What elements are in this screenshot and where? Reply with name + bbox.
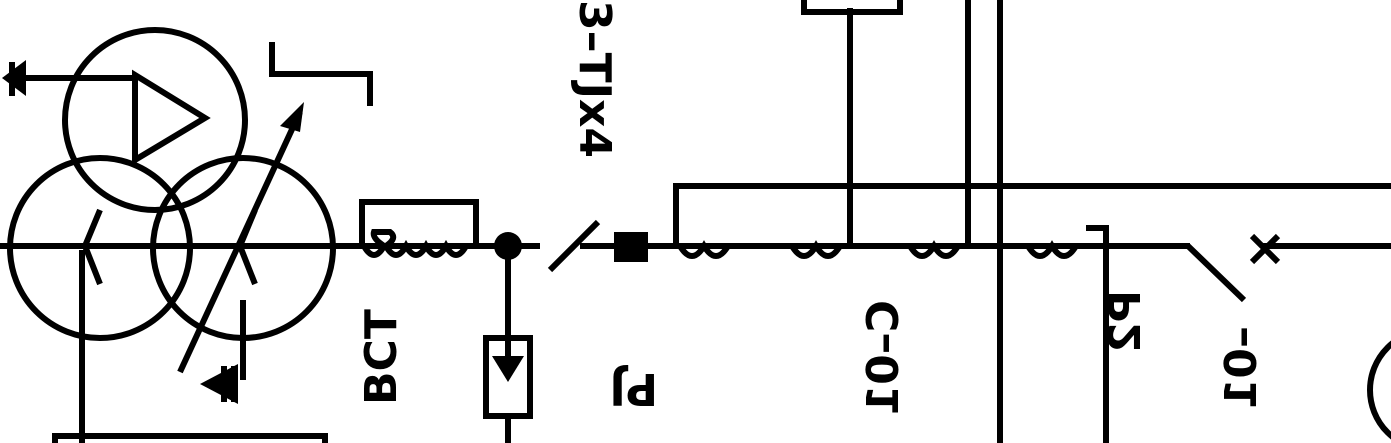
tap-changer-arrowhead — [280, 102, 304, 132]
delta-symbol — [132, 69, 211, 166]
label-ol: –01 — [1216, 326, 1267, 409]
breaker-x-icon — [1249, 233, 1281, 265]
bct-coils — [361, 229, 469, 258]
label-pj: PJ — [609, 363, 658, 414]
disconnect-slash — [547, 219, 601, 273]
step-bracket — [269, 42, 373, 106]
transformer-winding-left — [7, 155, 193, 341]
lower-frame — [52, 433, 328, 443]
star-symbol-left — [40, 208, 103, 286]
partial-circle — [1367, 340, 1391, 440]
tj-coils-group-1 — [677, 240, 731, 259]
label-tj-lower: C–01 — [858, 300, 909, 416]
ground-arrow-icon — [200, 364, 238, 404]
tap-changer-line — [177, 110, 303, 374]
tj-coils-group-2 — [789, 240, 843, 259]
arrester-arrow-icon — [492, 356, 524, 382]
p2-lead — [1086, 225, 1109, 443]
pj-breaker-square — [614, 232, 648, 262]
three-winding-transformer — [7, 27, 336, 374]
bct-box — [359, 199, 479, 249]
label-p2: P2 — [1100, 290, 1151, 353]
tj-coils-group-3 — [907, 240, 961, 259]
upper-bus — [673, 183, 1391, 246]
top-device-box — [801, 0, 903, 15]
label-3x4: 3–ТJx4 — [569, 0, 620, 158]
tj-coils-group-4 — [1025, 240, 1079, 259]
breaker-blade — [1185, 243, 1247, 303]
transformer-winding-top — [62, 27, 248, 213]
label-bct: BCT — [356, 309, 407, 405]
